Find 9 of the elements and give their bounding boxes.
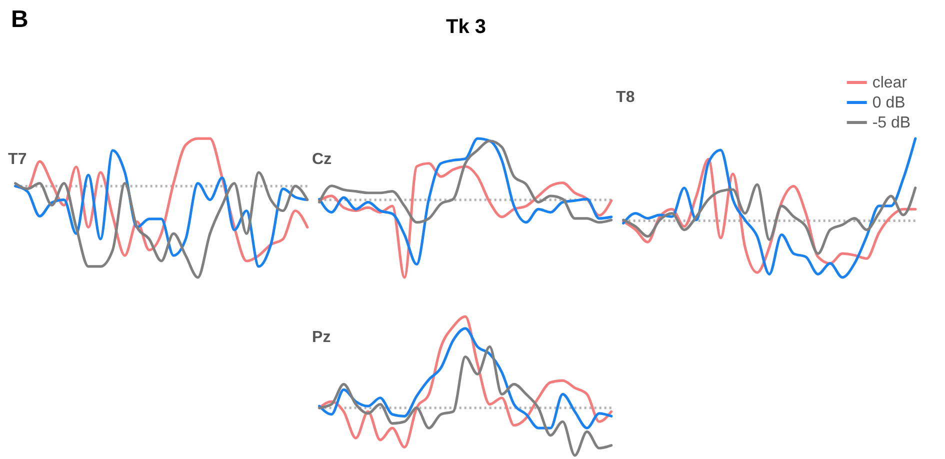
legend-label: clear	[872, 74, 908, 92]
chart-title: T8	[616, 89, 635, 106]
legend-label: 0 dB	[872, 94, 906, 112]
text: Cz	[312, 151, 332, 168]
text: Tk 3	[446, 16, 486, 38]
text: T7	[8, 151, 27, 168]
text: B	[11, 6, 28, 33]
legend-label: -5 dB	[872, 114, 911, 132]
text: Pz	[312, 329, 331, 346]
